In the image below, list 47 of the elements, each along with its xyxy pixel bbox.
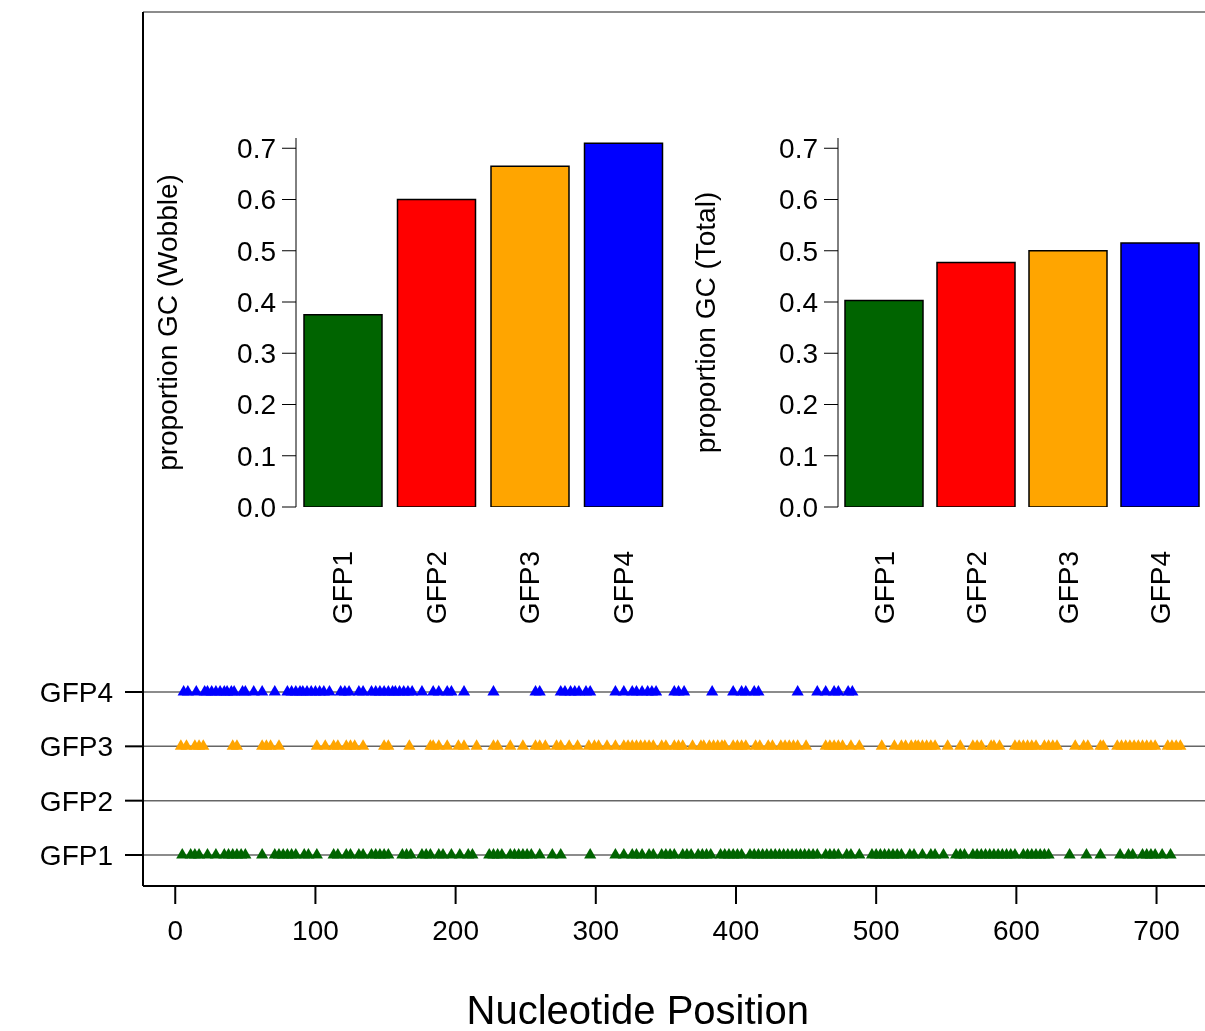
bar (844, 299, 924, 507)
bar (936, 261, 1016, 507)
bar (303, 314, 383, 507)
x-tick-label: 200 (432, 914, 479, 946)
bar (396, 198, 477, 507)
y-tick-label: 0.3 (779, 338, 818, 370)
x-tick-label: GFP2 (960, 551, 992, 625)
y-tick-label: GFP4 (39, 676, 113, 708)
bar (1028, 250, 1108, 507)
y-axis-title: proportion GC (Wobble) (151, 174, 183, 471)
y-tick-label: GFP2 (39, 785, 113, 817)
x-tick-label: 700 (1133, 914, 1180, 946)
x-tick-label: GFP4 (1144, 551, 1176, 625)
y-tick-label: 0.3 (237, 338, 276, 370)
x-tick-label: 0 (167, 914, 184, 946)
x-tick-label: GFP2 (420, 551, 452, 625)
x-tick-label: 100 (292, 914, 339, 946)
y-tick-label: 0.4 (779, 286, 818, 318)
bar (490, 165, 570, 507)
y-tick-label: 0.7 (237, 133, 276, 165)
x-tick-label: 400 (712, 914, 760, 946)
y-tick-label: 0.7 (779, 133, 818, 165)
y-tick-label: 0.5 (779, 235, 818, 267)
y-tick-label: 0.4 (237, 286, 276, 318)
x-tick-label: GFP1 (327, 551, 359, 625)
y-tick-label: 0.6 (237, 184, 276, 216)
y-tick-label: 0.1 (779, 440, 818, 472)
y-tick-label: 0.2 (779, 389, 818, 421)
bar (583, 142, 664, 507)
x-tick-label: GFP4 (607, 551, 639, 625)
x-tick-label: GFP3 (1052, 551, 1084, 625)
y-tick-label: 0.6 (779, 184, 818, 216)
y-tick-label: GFP1 (39, 839, 113, 871)
x-axis-title: Nucleotide Position (466, 988, 809, 1031)
y-tick-label: GFP3 (39, 731, 113, 763)
x-tick-label: GFP3 (514, 551, 546, 625)
y-tick-label: 0.5 (237, 235, 276, 267)
x-tick-label: 500 (852, 914, 900, 946)
y-tick-label: 0.1 (237, 440, 276, 472)
y-axis-title: proportion GC (Total) (689, 191, 721, 454)
x-tick-label: 300 (572, 914, 620, 946)
y-tick-label: 0.0 (779, 491, 818, 523)
x-tick-label: 600 (992, 914, 1040, 946)
y-tick-label: 0.0 (237, 491, 276, 523)
bar (1120, 242, 1200, 507)
y-tick-label: 0.2 (237, 389, 276, 421)
x-tick-label: GFP1 (868, 551, 900, 625)
